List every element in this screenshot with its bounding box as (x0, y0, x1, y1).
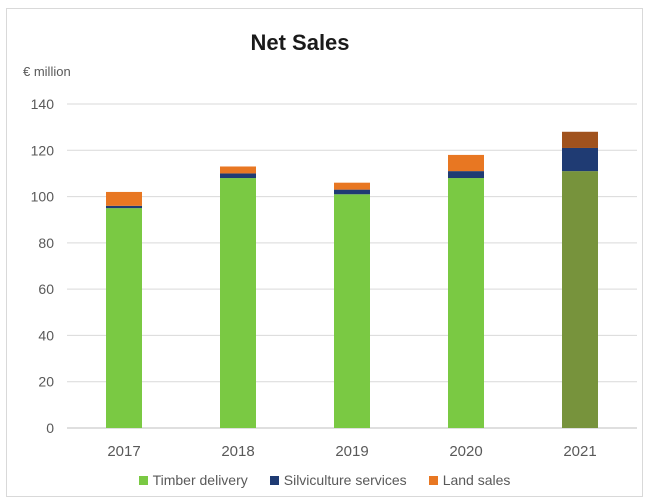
x-tick-label: 2018 (221, 443, 254, 460)
bar-2019-2 (334, 182, 370, 190)
bar-2017-0 (106, 208, 142, 428)
x-tick-label: 2021 (563, 443, 596, 460)
x-tick-label: 2020 (449, 443, 482, 460)
y-tick-label: 120 (31, 142, 55, 158)
legend-label: Silviculture services (283, 472, 407, 488)
bar-2018-1 (220, 173, 256, 179)
bar-2021-1 (562, 147, 598, 172)
x-tick-label: 2019 (335, 443, 368, 460)
y-tick-label: 140 (31, 96, 55, 112)
legend-label: Land sales (442, 472, 511, 488)
bar-2018-0 (220, 178, 256, 428)
unit-label: € million (23, 64, 71, 79)
y-tick-label: 0 (46, 420, 54, 436)
bar-2019-0 (334, 194, 370, 428)
y-tick-label: 40 (38, 327, 54, 343)
y-tick-label: 100 (31, 189, 55, 205)
chart-title: Net Sales (250, 30, 350, 55)
bar-2020-1 (448, 171, 484, 179)
bar-2017-2 (106, 191, 142, 206)
bar-2018-2 (220, 166, 256, 174)
legend-swatch (428, 475, 438, 485)
legend-swatch (138, 475, 148, 485)
legend-label: Timber delivery (152, 472, 248, 488)
x-tick-label: 2017 (107, 443, 140, 460)
bar-2021-2 (562, 131, 598, 148)
y-tick-label: 20 (38, 374, 54, 390)
bar-2020-0 (448, 178, 484, 428)
bar-2019-1 (334, 189, 370, 195)
bar-2020-2 (448, 154, 484, 172)
y-tick-label: 80 (38, 235, 54, 251)
y-tick-label: 60 (38, 281, 54, 297)
legend-item: Silviculture services (269, 472, 407, 488)
bar-2017-1 (106, 205, 142, 209)
legend-item: Timber delivery (138, 472, 248, 488)
bar-2021-0 (562, 171, 598, 428)
legend-item: Land sales (428, 472, 511, 488)
legend: Timber delivery Silviculture services Land… (0, 472, 649, 488)
legend-swatch (269, 475, 279, 485)
